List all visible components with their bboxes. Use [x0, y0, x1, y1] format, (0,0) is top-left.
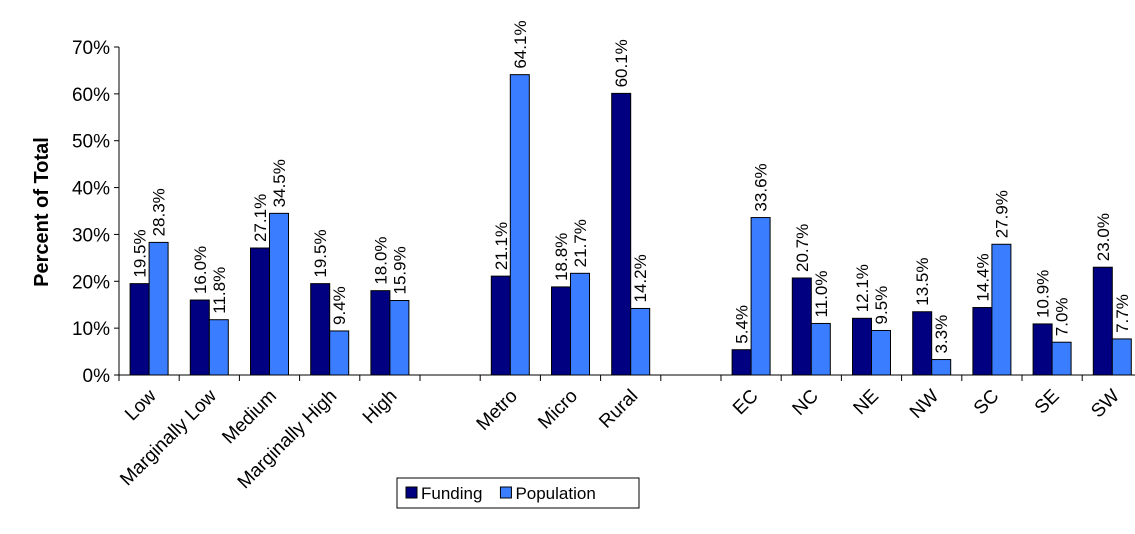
- y-tick-label: 20%: [72, 272, 110, 293]
- data-label: 20.7%: [793, 224, 812, 272]
- data-label: 34.5%: [270, 159, 289, 207]
- legend-label-population: Population: [515, 484, 595, 503]
- data-label: 11.8%: [210, 267, 229, 314]
- bar-population: [931, 359, 952, 376]
- y-axis-label: Percent of Total: [31, 137, 53, 287]
- y-tick-label: 50%: [72, 132, 110, 153]
- data-label: 28.3%: [150, 188, 169, 236]
- y-tick-label: 0%: [83, 366, 111, 387]
- bar-population: [570, 272, 590, 376]
- data-label: 13.5%: [913, 258, 932, 306]
- y-tick-label: 40%: [72, 179, 110, 200]
- bar-population: [148, 241, 169, 376]
- data-label: 21.1%: [492, 222, 511, 270]
- y-tick-label: 10%: [72, 319, 110, 340]
- x-tick-label: SW: [1087, 386, 1124, 423]
- data-label: 14.4%: [973, 253, 992, 301]
- bar-funding: [731, 349, 752, 376]
- axes: [118, 47, 1135, 381]
- data-label: 19.5%: [311, 229, 330, 277]
- legend-box: [396, 477, 640, 509]
- data-label: 9.4%: [330, 286, 349, 325]
- data-label: 19.5%: [131, 229, 150, 277]
- bar-population: [871, 329, 891, 376]
- data-label: 23.0%: [1094, 213, 1113, 261]
- data-label: 11.0%: [812, 271, 831, 318]
- bar-funding: [490, 275, 511, 376]
- x-tick-label: High: [359, 386, 401, 428]
- y-axis-ticks: 0% 10% 20% 30% 40% 50% 60% 70%: [72, 38, 119, 387]
- bar-funding: [611, 92, 632, 376]
- x-tick-label: Metro: [473, 386, 522, 435]
- bar-funding: [912, 311, 933, 376]
- legend-swatch-funding: [405, 486, 418, 499]
- legend-swatch-population: [499, 486, 512, 499]
- bar-funding: [1092, 266, 1113, 376]
- data-label: 27.1%: [251, 194, 270, 242]
- x-tick-label: Medium: [218, 386, 281, 449]
- bar-funding: [310, 283, 331, 376]
- data-label: 64.1%: [511, 20, 530, 68]
- data-label: 9.5%: [872, 286, 891, 325]
- bar-funding: [1032, 323, 1053, 376]
- data-label: 18.8%: [552, 233, 571, 281]
- data-label: 16.0%: [191, 246, 210, 294]
- data-label: 5.4%: [733, 305, 752, 344]
- data-label: 15.9%: [390, 246, 409, 294]
- bar-population: [208, 319, 229, 376]
- x-tick-label: SE: [1031, 386, 1064, 419]
- data-label: 21.7%: [571, 219, 590, 267]
- data-label: 18.0%: [371, 236, 390, 284]
- bar-funding: [551, 286, 571, 376]
- x-tick-label: NE: [850, 386, 884, 420]
- x-tick-label: SC: [970, 386, 1004, 420]
- bar-population: [1051, 341, 1072, 376]
- bar-population: [509, 74, 530, 376]
- data-label: 3.3%: [932, 315, 951, 354]
- bar-population: [329, 330, 350, 376]
- x-tick-label: EC: [729, 386, 763, 420]
- x-tick-label: Micro: [534, 386, 582, 434]
- data-label: 14.2%: [631, 254, 650, 302]
- bar-population: [269, 212, 289, 376]
- legend: Funding Population: [396, 477, 640, 509]
- bar-funding: [370, 290, 391, 376]
- data-label: 7.0%: [1053, 297, 1072, 336]
- x-tick-label: Low: [121, 385, 161, 425]
- data-label: 12.1%: [853, 264, 872, 312]
- x-tick-label: Rural: [595, 386, 642, 433]
- bar-funding: [129, 283, 150, 376]
- bar-population: [750, 217, 771, 376]
- y-tick-label: 60%: [72, 85, 110, 106]
- bar-funding: [852, 317, 872, 376]
- data-label: 60.1%: [612, 39, 631, 87]
- bar-population: [810, 322, 831, 376]
- x-tick-label: NC: [789, 386, 823, 420]
- y-tick-label: 70%: [72, 38, 110, 59]
- bar-population: [630, 307, 651, 376]
- bar-funding: [189, 299, 210, 376]
- data-label: 27.9%: [992, 190, 1011, 238]
- bar-population: [991, 243, 1012, 376]
- bar-population: [389, 299, 410, 376]
- bar-funding: [250, 247, 270, 376]
- bar-population: [1111, 338, 1132, 376]
- x-tick-label: NW: [906, 386, 943, 423]
- data-label: 7.7%: [1113, 294, 1132, 333]
- bar-funding: [972, 307, 993, 376]
- data-label: 33.6%: [752, 163, 771, 211]
- bar-funding: [791, 277, 812, 376]
- legend-label-funding: Funding: [421, 484, 482, 503]
- y-tick-label: 30%: [72, 225, 110, 246]
- data-label: 10.9%: [1034, 270, 1053, 318]
- bars: 19.5%28.3%16.0% 11.8%27.1%34.5%19.5%9.4%1…: [129, 20, 1132, 376]
